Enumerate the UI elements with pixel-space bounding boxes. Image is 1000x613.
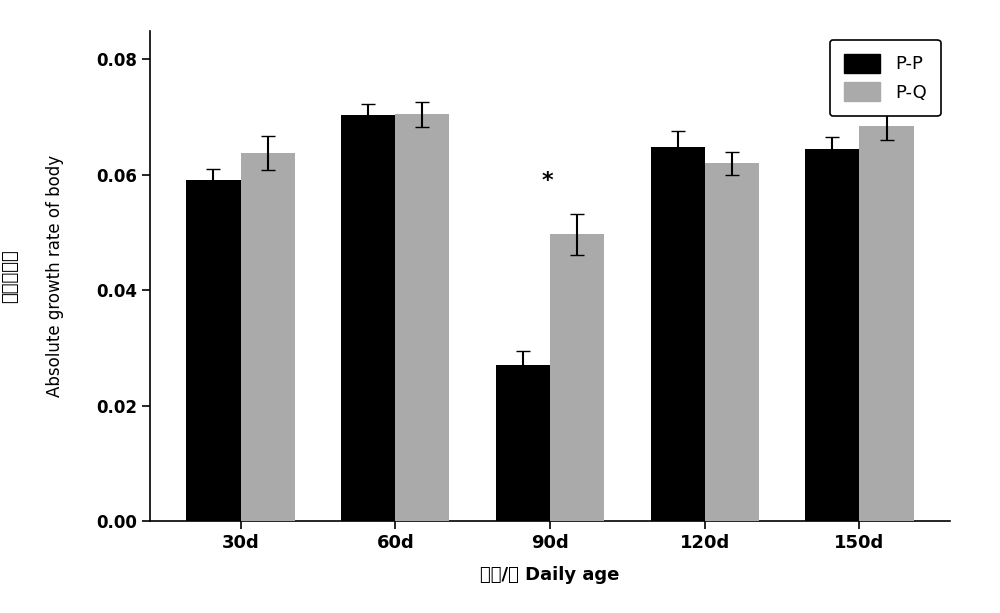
Text: 绝对增长率: 绝对增长率 — [1, 249, 19, 303]
Text: Absolute growth rate of body: Absolute growth rate of body — [46, 155, 64, 397]
Bar — [705, 163, 759, 521]
Bar — [186, 180, 241, 521]
Bar — [241, 153, 295, 521]
Bar — [496, 365, 550, 521]
Text: *: * — [541, 171, 553, 191]
Bar — [651, 147, 705, 521]
Bar — [550, 234, 604, 521]
Bar — [805, 149, 859, 521]
Bar — [859, 126, 914, 521]
Legend: P-P, P-Q: P-P, P-Q — [830, 40, 941, 116]
Bar — [341, 115, 395, 521]
Bar — [395, 114, 449, 521]
X-axis label: 日龄/天 Daily age: 日龄/天 Daily age — [480, 566, 620, 584]
